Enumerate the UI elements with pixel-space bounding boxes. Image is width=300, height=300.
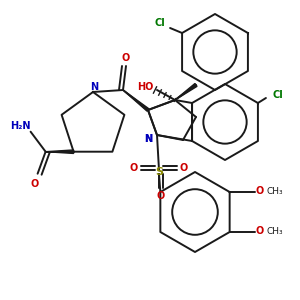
Text: O: O [256,186,264,196]
Polygon shape [175,83,197,100]
Text: Cl: Cl [272,90,283,100]
Text: N: N [144,134,152,144]
Text: N: N [90,82,98,92]
Text: N: N [144,134,152,144]
Text: O: O [180,163,188,173]
Text: CH₃: CH₃ [266,226,283,236]
Polygon shape [46,150,74,153]
Text: HO: HO [137,82,153,92]
Text: CH₃: CH₃ [266,187,283,196]
Text: O: O [122,53,130,63]
Text: O: O [31,179,39,189]
Text: O: O [256,226,264,236]
Text: O: O [130,163,138,173]
Polygon shape [123,90,149,111]
Text: O: O [157,191,165,201]
Text: S: S [155,167,163,177]
Text: H₂N: H₂N [11,121,31,131]
Text: Cl: Cl [155,18,166,28]
